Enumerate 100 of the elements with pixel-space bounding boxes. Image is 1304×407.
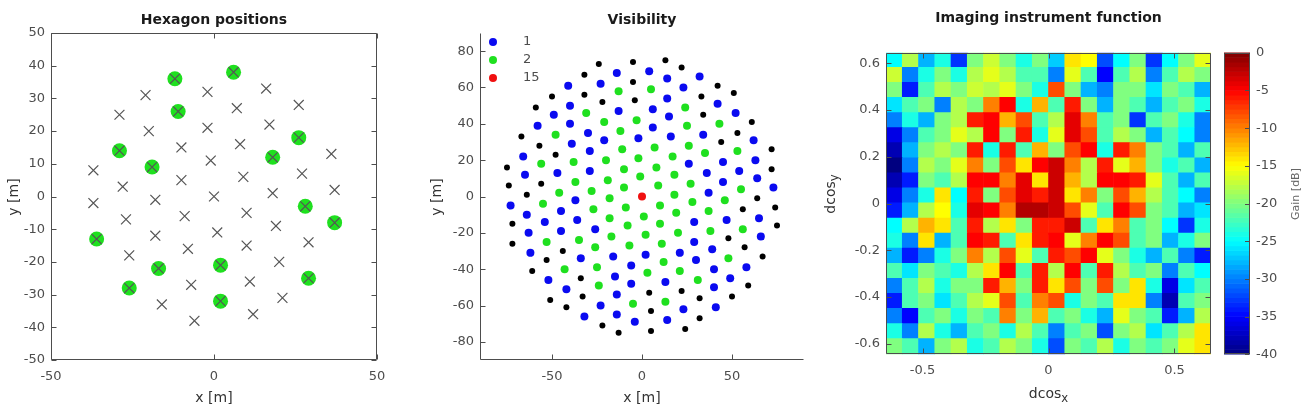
point	[518, 133, 525, 140]
y-tick-label: -0.6	[854, 335, 880, 351]
point	[678, 287, 685, 294]
y-tick-label: 50	[28, 24, 45, 40]
y-tick-label: 80	[457, 42, 474, 58]
y-tick-label: 0.6	[859, 54, 880, 70]
point	[700, 111, 707, 118]
point	[247, 308, 259, 320]
point	[745, 282, 752, 289]
y-tick-label: -0.2	[854, 241, 880, 257]
point	[615, 329, 622, 336]
point	[730, 89, 737, 96]
point	[714, 82, 721, 89]
point	[509, 240, 516, 247]
color-bar-label: -5	[1256, 81, 1269, 97]
point	[772, 204, 779, 211]
point	[725, 235, 732, 242]
y-tick-label: -30	[23, 285, 45, 301]
point	[579, 293, 586, 300]
point	[234, 138, 246, 150]
legend-label: 15	[523, 69, 540, 85]
point	[276, 292, 289, 304]
point	[263, 119, 275, 131]
point	[581, 91, 588, 98]
x-tick-label: 0	[637, 368, 647, 384]
y-axis-title: y [m]	[428, 177, 444, 216]
point	[741, 244, 748, 251]
x-tick-label: -50	[541, 368, 563, 384]
point	[87, 197, 99, 209]
point	[293, 99, 305, 111]
point	[179, 210, 191, 222]
color-bar-label: -20	[1256, 194, 1278, 210]
point	[270, 220, 282, 232]
point	[729, 293, 735, 300]
color-bar-label: -15	[1256, 157, 1278, 173]
point	[529, 267, 536, 274]
y-tick-label: -50	[23, 351, 45, 367]
y-tick-label: 0	[36, 187, 45, 203]
point	[595, 60, 602, 67]
point	[599, 322, 606, 329]
point	[175, 174, 187, 186]
x-tick-label: 0.5	[1164, 362, 1185, 378]
point	[696, 295, 703, 302]
point	[734, 129, 741, 136]
point	[205, 154, 217, 167]
chart-title: Imaging instrument function	[935, 9, 1162, 25]
color-bar-label: -30	[1256, 270, 1278, 286]
point	[543, 257, 550, 264]
point	[325, 148, 337, 160]
point	[244, 275, 256, 288]
y-tick-label: 60	[457, 78, 474, 94]
color-bar-label: -25	[1256, 232, 1278, 248]
color-bar-label: -40	[1256, 345, 1278, 361]
x-tick-label: 50	[368, 368, 386, 384]
point	[123, 249, 135, 261]
point	[759, 253, 766, 260]
point	[682, 326, 689, 333]
y-tick-label: -40	[452, 260, 474, 276]
point	[581, 71, 588, 78]
point	[718, 139, 725, 145]
x-tick-label: 50	[723, 368, 741, 384]
color-bar-title: Gain [dB]	[1288, 167, 1303, 220]
x-tick-label: 0	[209, 368, 219, 384]
y-axis-title: y [m]	[5, 177, 21, 216]
point	[241, 240, 253, 252]
point	[87, 164, 99, 176]
color-bar-label: -35	[1256, 307, 1278, 323]
y-tick-label: -20	[452, 224, 474, 240]
point	[302, 236, 315, 248]
point	[662, 57, 669, 64]
y-tick-label: -20	[23, 253, 45, 269]
point	[273, 256, 285, 268]
point	[505, 182, 512, 189]
legend-label: 2	[523, 51, 532, 67]
point	[211, 226, 223, 239]
point	[509, 220, 516, 227]
point	[296, 168, 308, 180]
point	[175, 141, 187, 153]
point	[648, 327, 654, 334]
y-tick-label: 30	[28, 89, 45, 105]
point	[260, 83, 272, 95]
point	[696, 315, 703, 322]
point	[552, 151, 559, 158]
point	[638, 192, 646, 201]
point	[523, 191, 530, 198]
x-tick-label: -0.5	[909, 362, 936, 378]
point	[120, 213, 132, 225]
point	[768, 146, 775, 153]
y-tick-label: 20	[457, 151, 474, 167]
y-tick-label: -80	[452, 333, 474, 349]
point	[559, 248, 566, 254]
y-tick-label: 40	[28, 57, 45, 73]
x-tick-label: 0	[1044, 362, 1053, 378]
point	[630, 59, 636, 66]
point	[563, 304, 570, 311]
point	[117, 181, 129, 193]
y-tick-label: 10	[28, 155, 45, 171]
point	[599, 99, 606, 106]
point	[267, 187, 279, 199]
color-bar-label: 0	[1256, 44, 1265, 60]
